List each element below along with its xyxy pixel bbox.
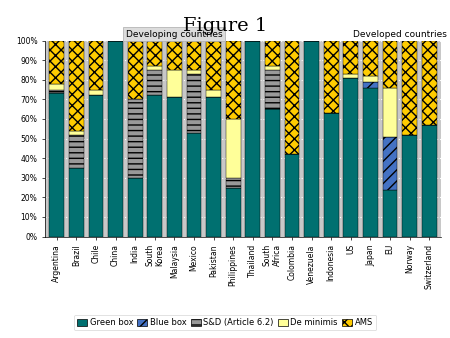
Bar [382,88,397,137]
Bar [363,76,378,82]
Bar [382,41,397,88]
Bar [422,125,436,237]
Bar [402,135,417,237]
Text: Developed countries: Developed countries [353,30,447,39]
Text: Figure 1: Figure 1 [183,17,267,35]
Bar [343,41,358,74]
Bar [324,41,338,113]
Bar [50,94,64,237]
Text: Developing countries: Developing countries [126,30,223,39]
Bar [206,97,221,237]
Bar [402,41,417,135]
Bar [128,41,143,99]
Bar [226,119,241,178]
Bar [226,41,241,119]
Bar [265,66,280,70]
Bar [245,41,260,237]
Legend: Green box, Blue box, S&D (Article 6.2), De minimis, AMS: Green box, Blue box, S&D (Article 6.2), … [74,315,376,331]
Bar [167,70,182,97]
Bar [363,88,378,237]
Bar [69,135,84,168]
Bar [128,178,143,237]
Bar [265,41,280,66]
Bar [128,99,143,178]
Bar [226,178,241,188]
Bar [148,95,162,237]
Bar [148,41,162,66]
Bar [265,70,280,109]
Bar [167,97,182,237]
Bar [69,131,84,135]
Bar [285,41,299,154]
Bar [363,41,378,76]
Bar [69,168,84,237]
Bar [148,70,162,95]
Bar [187,133,201,237]
Bar [108,41,123,237]
Bar [187,41,201,70]
Bar [148,66,162,70]
Bar [167,41,182,70]
Bar [285,154,299,237]
Bar [304,41,319,237]
Bar [324,113,338,237]
Bar [187,70,201,74]
Bar [206,41,221,90]
Bar [206,90,221,97]
Bar [50,84,64,90]
Bar [363,82,378,88]
Bar [343,74,358,78]
Bar [343,78,358,237]
Bar [382,190,397,237]
Bar [187,74,201,133]
Bar [422,41,436,125]
Bar [226,188,241,237]
Bar [382,137,397,190]
Bar [69,41,84,131]
Bar [89,41,104,90]
Bar [50,41,64,84]
Bar [89,90,104,95]
Bar [50,90,64,94]
Bar [89,95,104,237]
Bar [265,109,280,237]
